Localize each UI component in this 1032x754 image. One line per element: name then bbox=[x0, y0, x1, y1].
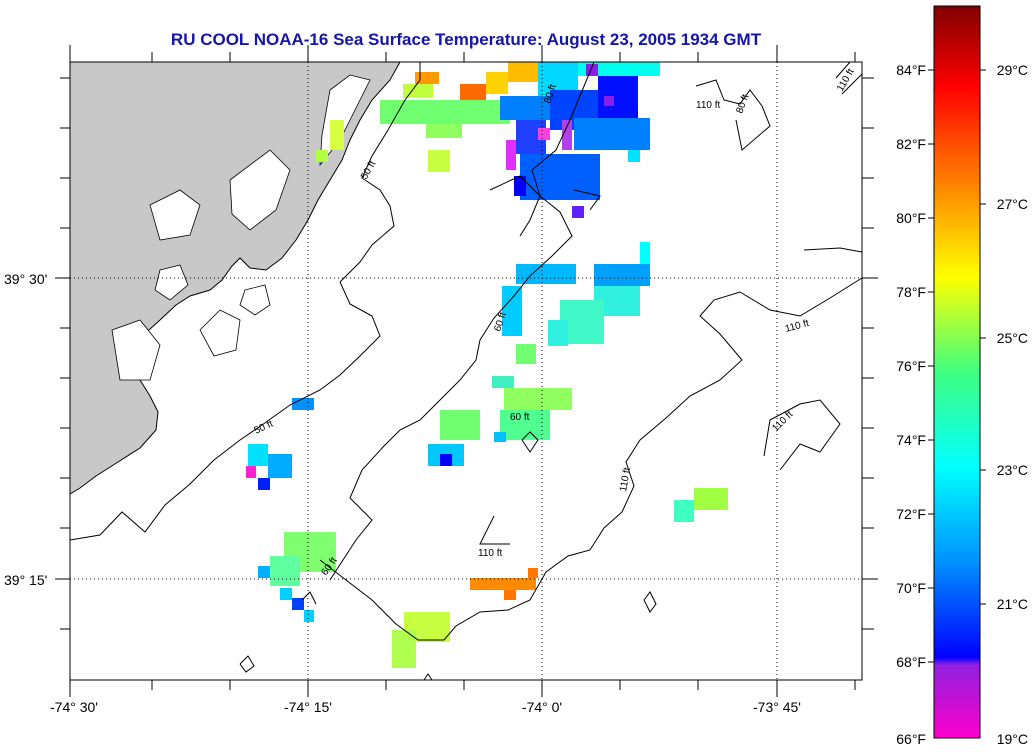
depth-contours bbox=[69, 61, 863, 681]
colorbar-labels: 84°F 82°F 80°F 78°F 76°F 74°F 72°F 70°F … bbox=[896, 62, 1028, 747]
colorbar-c-label: 29°C bbox=[997, 62, 1028, 78]
colorbar-f-label: 76°F bbox=[896, 358, 926, 374]
colorbar-c-label: 25°C bbox=[997, 330, 1028, 346]
contour-label: 110 ft bbox=[696, 100, 720, 111]
colorbar-ticks bbox=[928, 69, 986, 663]
lon-tick-label: -74° 0' bbox=[522, 699, 562, 715]
lon-tick-label: -74° 15' bbox=[284, 699, 332, 715]
colorbar-f-label: 70°F bbox=[896, 580, 926, 596]
lat-tick-label: 39° 15' bbox=[4, 572, 47, 588]
colorbar-c-label: 23°C bbox=[997, 462, 1028, 478]
map-frame bbox=[69, 61, 863, 681]
colorbar-c-label: 21°C bbox=[997, 596, 1028, 612]
colorbar bbox=[933, 5, 981, 739]
contour-label: 110 ft bbox=[618, 466, 633, 492]
graticule bbox=[70, 62, 862, 680]
lon-tick-label: -73° 45' bbox=[753, 699, 801, 715]
colorbar-f-label: 82°F bbox=[896, 136, 926, 152]
map-title: RU COOL NOAA-16 Sea Surface Temperature:… bbox=[170, 30, 762, 49]
lon-tick-label: -74° 30' bbox=[50, 699, 98, 715]
colorbar-f-label: 66°F bbox=[896, 731, 926, 747]
colorbar-f-label: 80°F bbox=[896, 210, 926, 226]
colorbar-f-label: 78°F bbox=[896, 284, 926, 300]
land-area bbox=[69, 61, 401, 495]
colorbar-f-label: 68°F bbox=[896, 654, 926, 670]
map-ticks bbox=[55, 45, 878, 697]
lat-tick-label: 39° 30' bbox=[4, 271, 47, 287]
colorbar-f-label: 84°F bbox=[896, 62, 926, 78]
contour-label: 110 ft bbox=[478, 548, 502, 559]
axis-labels: -74° 30' -74° 15' -74° 0' -73° 45' 39° 3… bbox=[4, 271, 801, 715]
contour-label: 60 ft bbox=[510, 412, 530, 423]
colorbar-f-label: 72°F bbox=[896, 506, 926, 522]
colorbar-c-label: 19°C bbox=[997, 731, 1028, 747]
colorbar-f-label: 74°F bbox=[896, 432, 926, 448]
colorbar-c-label: 27°C bbox=[997, 196, 1028, 212]
